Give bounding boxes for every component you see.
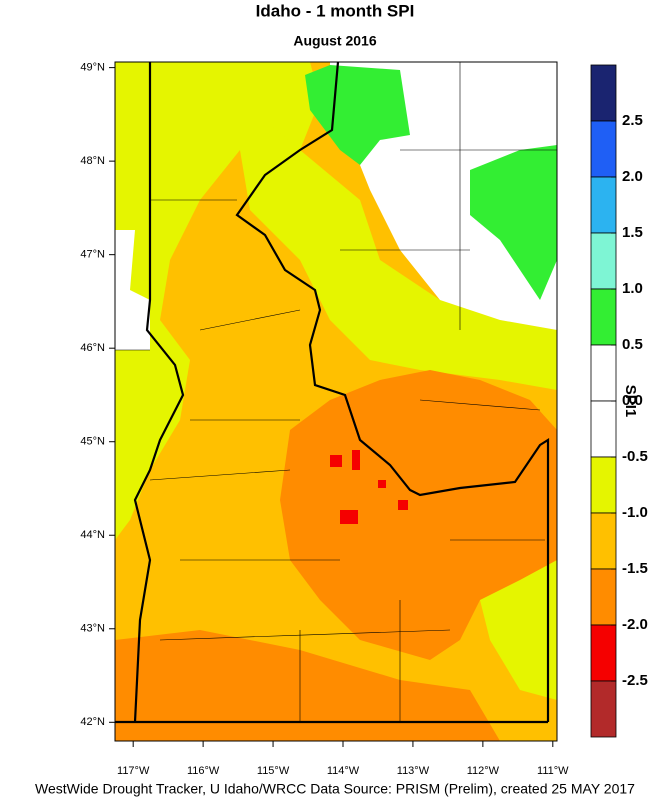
footer: WestWide Drought Tracker, U Idaho/WRCC D… [35,781,635,797]
field-yellow [230,90,557,390]
colorbar-label: 1.5 [622,224,643,241]
field-red [330,450,408,524]
field-white [115,230,150,350]
colorbar-box [590,456,617,514]
field-orange [115,630,500,741]
y-tick-label: 45°N [80,436,105,448]
x-tick-label: 112°W [467,765,500,777]
x-tick-label: 116°W [187,765,220,777]
colorbar-label: 2.0 [622,168,643,185]
colorbar-box [590,288,617,346]
colorbar-label: 2.5 [622,112,643,129]
x-tick-label: 114°W [327,765,360,777]
x-tick-label: 115°W [257,765,290,777]
colorbar-label: -2.0 [622,616,648,633]
y-tick-label: 48°N [80,155,105,167]
x-tick-label: 111°W [537,765,569,777]
colorbar-label: 1.0 [622,280,643,297]
colorbar-box [590,120,617,178]
colorbar-box [590,232,617,290]
colorbar-box [590,624,617,682]
colorbar-box [590,512,617,570]
colorbar-label: 0.5 [622,336,643,353]
red-patch [352,450,360,470]
field-orange [280,370,557,660]
y-tick-label: 49°N [80,62,105,74]
x-tick-label: 117°W [117,765,150,777]
y-tick-label: 43°N [80,623,105,635]
field-green [470,145,557,300]
colorbar-box [590,568,617,626]
county-lines [115,62,557,722]
title: Idaho - 1 month SPI [256,1,415,20]
y-tick-label: 46°N [80,342,105,354]
colorbar-label: -0.5 [622,448,648,465]
colorbar-box [590,64,617,122]
colorbar-box [590,344,617,402]
red-patch [378,480,386,488]
idaho-border [115,61,550,724]
colorbar-title: SPI1 [622,385,639,418]
colorbar-box [590,680,617,738]
y-tick-label: 44°N [80,529,105,541]
y-tick-label: 42°N [80,716,105,728]
map-field [114,61,558,742]
colorbar-label: -1.5 [622,560,648,577]
colorbar-label: -1.0 [622,504,648,521]
x-tick-label: 113°W [397,765,430,777]
red-patch [398,500,408,510]
colorbar-box [590,400,617,458]
colorbar-box [590,176,617,234]
field-yellow [115,62,320,540]
field-green [305,65,410,165]
red-patch [340,510,358,524]
colorbar-label: -2.5 [622,672,648,689]
y-tick-label: 47°N [80,249,105,261]
red-patch [330,455,342,467]
colorbar-label: 0.0 [622,392,643,409]
subtitle: August 2016 [293,33,376,49]
map-frame [114,61,558,742]
